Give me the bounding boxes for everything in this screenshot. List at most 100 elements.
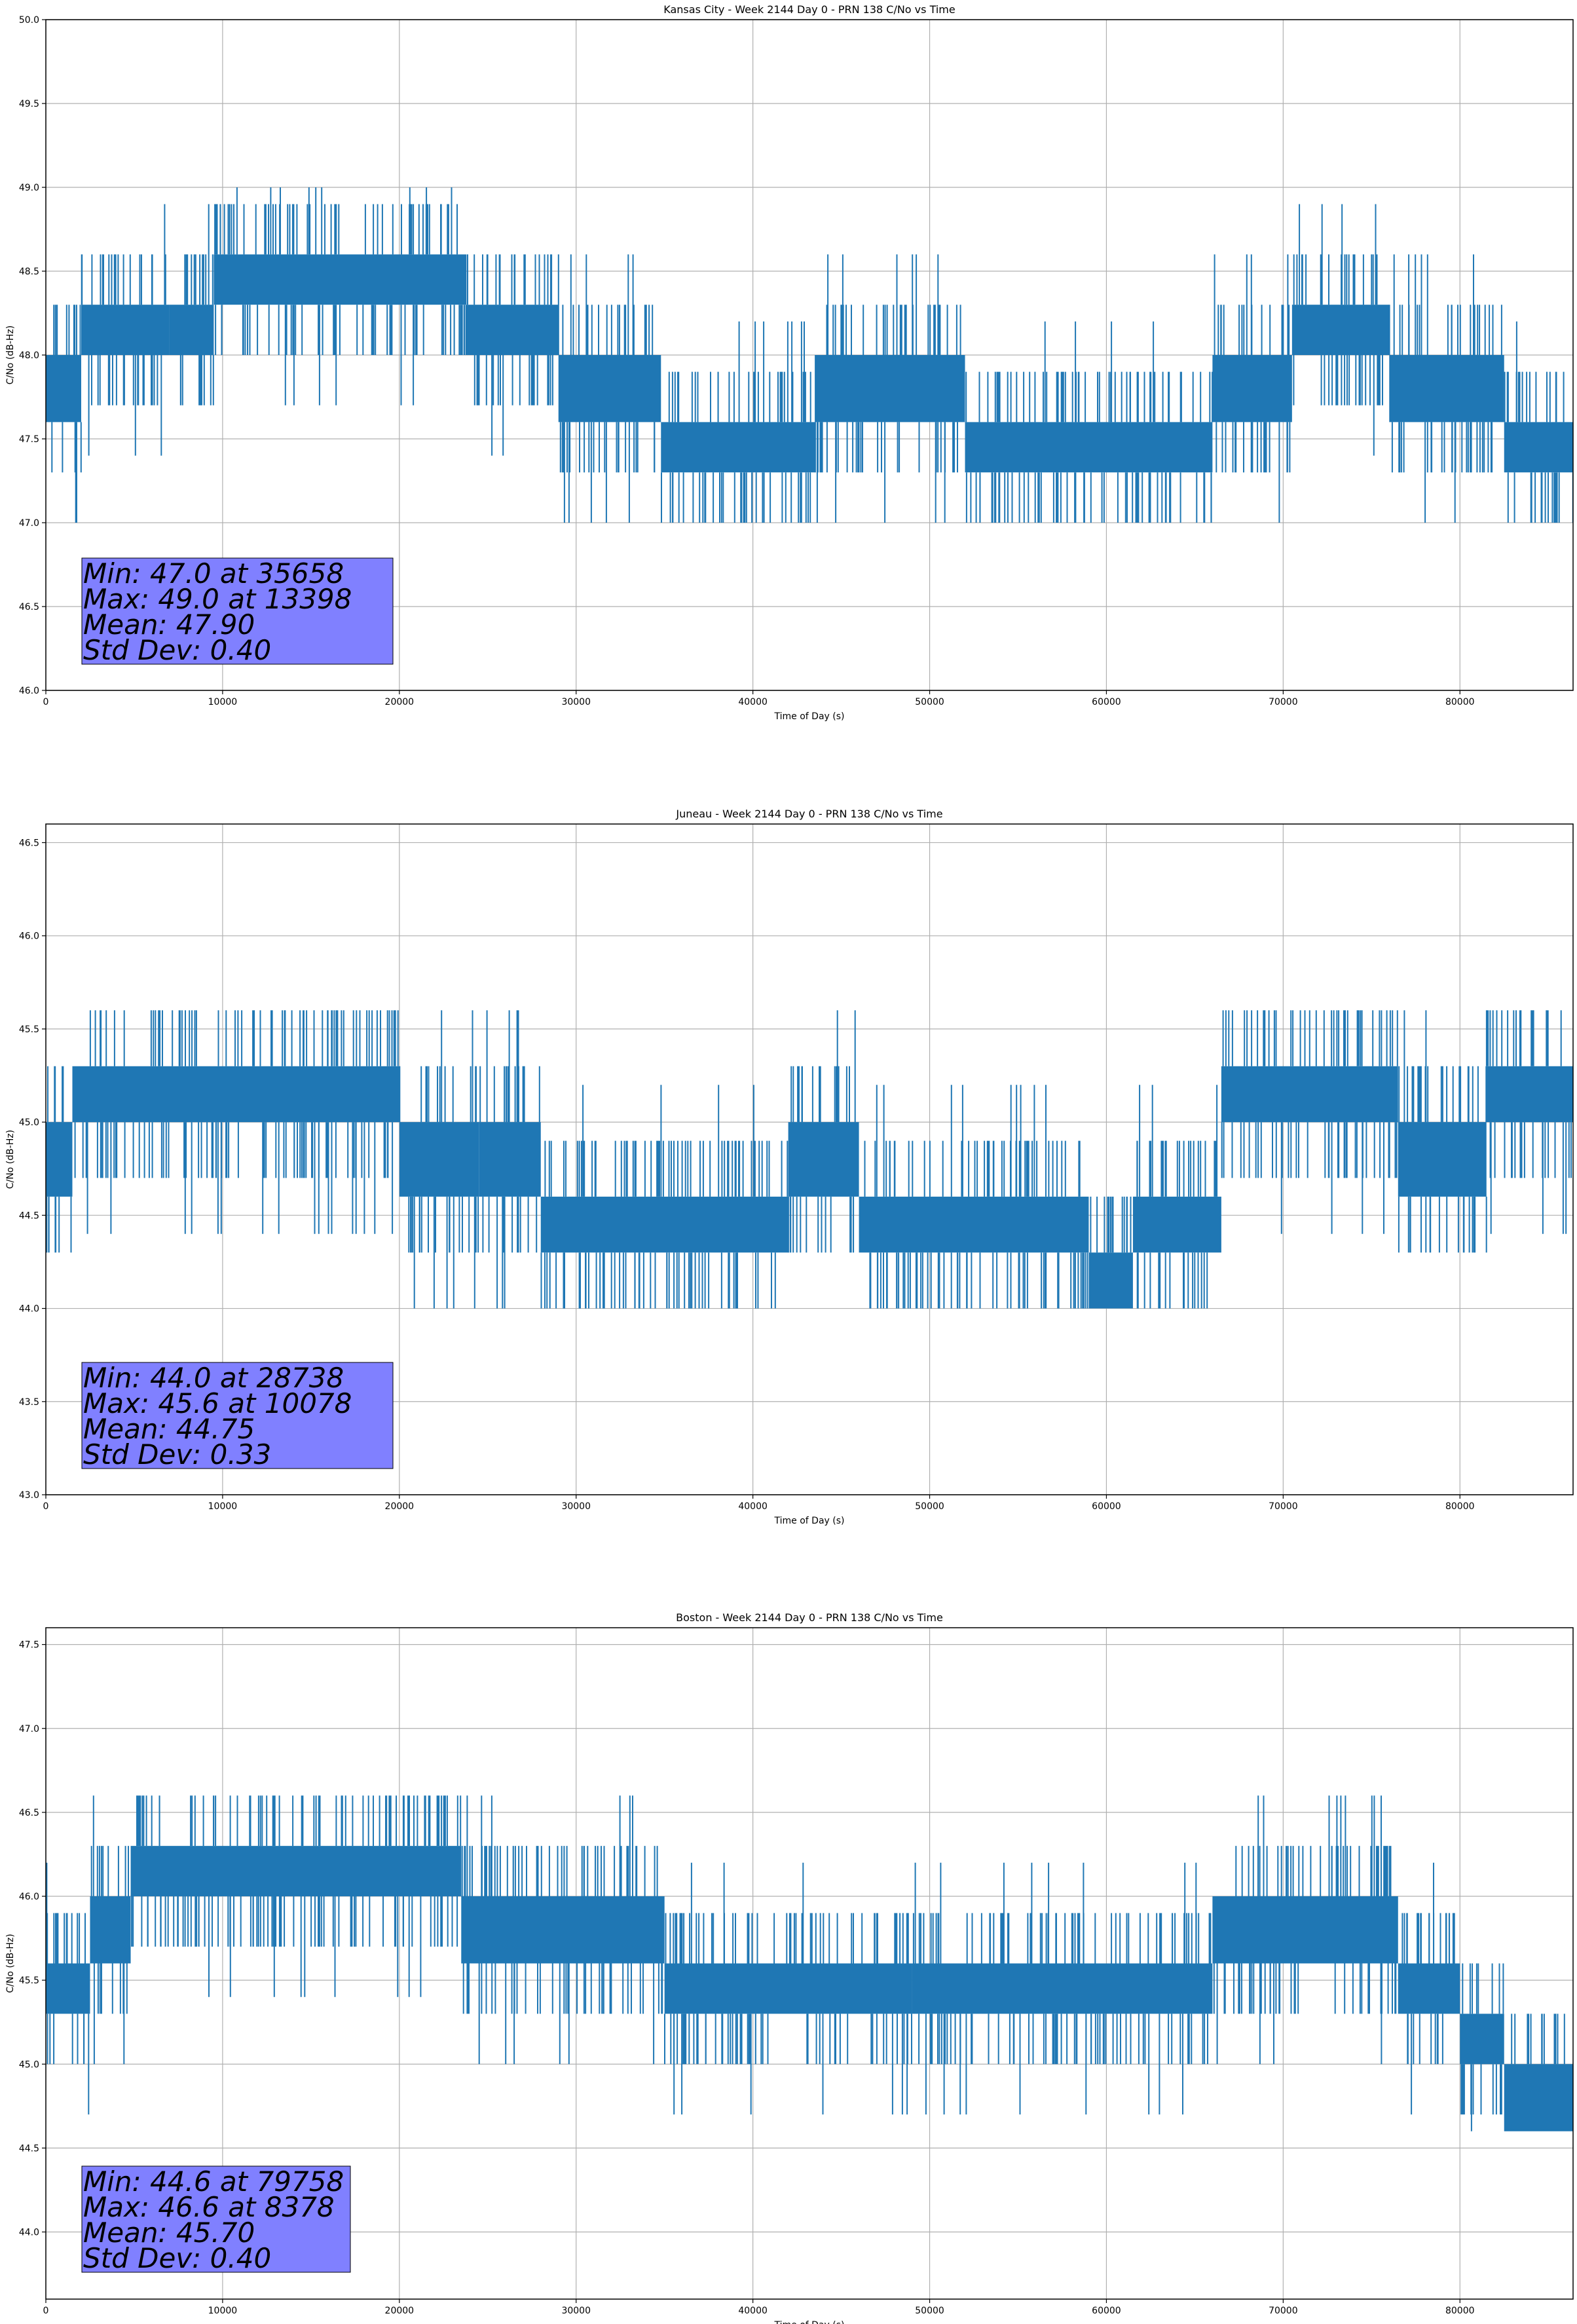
data-band [1132, 1196, 1221, 1253]
data-spikes [912, 1862, 1212, 2115]
y-tick-label: 46.5 [19, 602, 39, 612]
data-band [466, 305, 559, 355]
stats-line: Max: 46.6 at 8378 [83, 2191, 335, 2223]
x-tick-label: 40000 [738, 2306, 768, 2316]
data-spikes [787, 1010, 856, 1253]
data-band [1212, 355, 1292, 422]
y-tick-label: 46.5 [19, 838, 39, 848]
y-tick-label: 47.5 [19, 1640, 39, 1651]
series-cno [46, 1010, 1573, 1309]
x-tick-label: 40000 [738, 697, 768, 707]
x-tick-label: 20000 [385, 1501, 415, 1512]
data-spikes [1214, 254, 1291, 523]
y-tick-label: 49.0 [19, 183, 39, 193]
y-tick-label: 43.5 [19, 1397, 39, 1408]
x-tick-label: 30000 [561, 697, 591, 707]
y-tick-label: 45.5 [19, 1976, 39, 1986]
data-band [46, 1122, 73, 1197]
x-tick-label: 80000 [1445, 697, 1475, 707]
data-band [558, 355, 661, 422]
y-tick-label: 45.5 [19, 1024, 39, 1035]
axes-frame [45, 1627, 1574, 2300]
data-band [90, 1896, 131, 1964]
data-spikes [479, 1010, 540, 1309]
data-band [1088, 1252, 1133, 1309]
data-band [1504, 422, 1573, 473]
y-tick-label: 43.0 [19, 1490, 39, 1501]
chart-title: Kansas City - Week 2144 Day 0 - PRN 138 … [663, 3, 955, 16]
x-axis-label: Time of Day (s) [774, 1516, 845, 1526]
x-tick-label: 20000 [385, 697, 415, 707]
data-band [46, 1963, 90, 2014]
data-spikes [1213, 1795, 1397, 2065]
data-spikes [864, 1085, 1088, 1309]
axes-frame [45, 823, 1574, 1495]
data-band [859, 1196, 1089, 1253]
x-axis-label: Time of Day (s) [774, 711, 845, 722]
data-spikes [1398, 1010, 1487, 1253]
data-band [788, 1122, 859, 1197]
data-spikes [814, 254, 961, 523]
stats-box [81, 557, 394, 665]
data-spikes [1401, 1862, 1455, 2115]
data-band [965, 422, 1213, 473]
data-spikes [399, 1010, 479, 1309]
data-spikes [1090, 1196, 1132, 1253]
stats-line: Min: 47.0 at 35658 [83, 557, 344, 590]
series-cno [46, 1795, 1573, 2131]
y-tick-label: 46.0 [19, 686, 39, 696]
data-band [1221, 1066, 1398, 1123]
y-tick-label: 46.0 [19, 931, 39, 942]
x-tick-label: 80000 [1445, 2306, 1475, 2316]
x-tick-label: 40000 [738, 1501, 768, 1512]
chart-title: Juneau - Week 2144 Day 0 - PRN 138 C/No … [675, 808, 942, 820]
data-spikes [557, 254, 656, 523]
chart-1: Kansas City - Week 2144 Day 0 - PRN 138 … [5, 3, 1574, 722]
y-tick-label: 44.5 [19, 1210, 39, 1221]
stats-line: Min: 44.6 at 79758 [83, 2165, 344, 2198]
data-spikes [214, 187, 467, 405]
data-band [1212, 1896, 1398, 1964]
data-spikes [81, 204, 166, 456]
x-tick-label: 20000 [385, 2306, 415, 2316]
chart-2: Juneau - Week 2144 Day 0 - PRN 138 C/No … [5, 808, 1574, 1526]
data-spikes [467, 254, 553, 456]
stats-line: Std Dev: 0.40 [83, 634, 271, 666]
data-spikes [179, 204, 214, 405]
data-band [1460, 2014, 1504, 2065]
data-spikes [46, 1862, 90, 2115]
data-band [169, 305, 214, 355]
data-spikes [90, 1795, 129, 2065]
data-band [1398, 1122, 1487, 1197]
data-spikes [74, 1010, 399, 1234]
data-band [213, 254, 467, 305]
y-axis-label: C/No (dB-Hz) [5, 326, 16, 384]
x-tick-label: 60000 [1092, 697, 1121, 707]
data-spikes [1388, 254, 1502, 523]
stats-line: Min: 44.0 at 28738 [83, 1362, 344, 1394]
data-band [664, 1963, 912, 2014]
y-axis-label: C/No (dB-Hz) [5, 1934, 16, 1993]
x-tick-label: 50000 [915, 697, 944, 707]
data-band [479, 1122, 541, 1197]
stats-line: Mean: 47.90 [83, 609, 255, 641]
x-tick-label: 60000 [1092, 2306, 1121, 2316]
stats-line: Max: 49.0 at 13398 [83, 583, 352, 615]
data-band [399, 1122, 479, 1197]
x-tick-label: 30000 [561, 1501, 591, 1512]
data-band [1486, 1066, 1573, 1123]
data-band [461, 1896, 665, 1964]
y-tick-label: 46.5 [19, 1808, 39, 1818]
data-band [1398, 1963, 1460, 2014]
stats-box [81, 1362, 394, 1469]
y-tick-label: 45.0 [19, 2059, 39, 2070]
data-spikes [661, 321, 811, 523]
data-band [540, 1196, 788, 1253]
data-spikes [1511, 2014, 1565, 2065]
x-tick-label: 50000 [915, 1501, 944, 1512]
data-spikes [1485, 1010, 1572, 1234]
stats-line: Mean: 45.70 [83, 2217, 255, 2249]
data-spikes [1460, 1963, 1504, 2131]
y-tick-label: 47.5 [19, 434, 39, 445]
data-spikes [1504, 321, 1573, 523]
